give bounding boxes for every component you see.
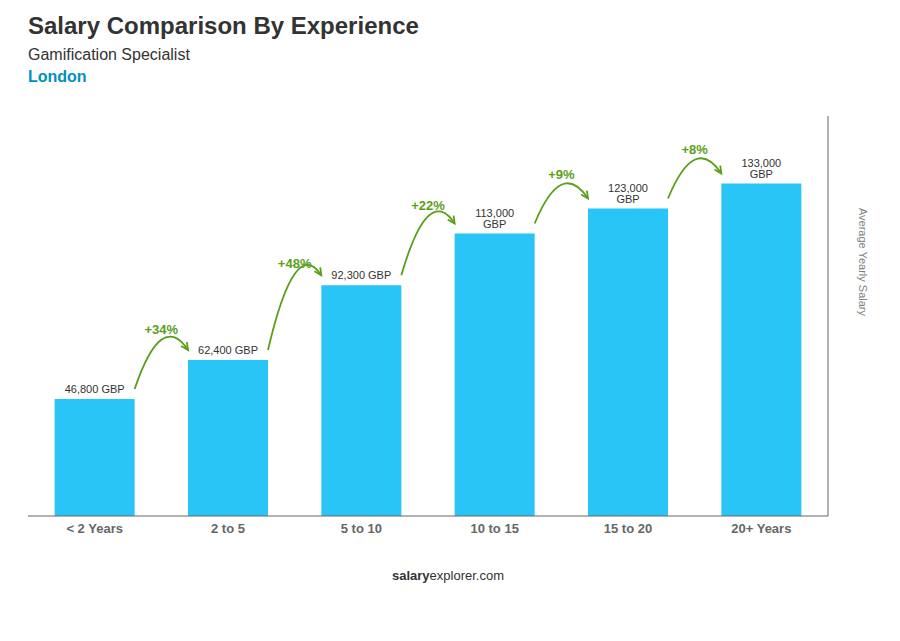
svg-text:+34%: +34% xyxy=(145,322,179,337)
svg-text:2 to 5: 2 to 5 xyxy=(211,521,245,536)
svg-text:+22%: +22% xyxy=(411,198,445,213)
svg-text:133,000GBP: 133,000GBP xyxy=(741,157,781,180)
svg-text:< 2 Years: < 2 Years xyxy=(66,521,123,536)
svg-text:92,300 GBP: 92,300 GBP xyxy=(331,269,391,281)
svg-text:123,000GBP: 123,000GBP xyxy=(608,182,648,205)
svg-text:15 to 20: 15 to 20 xyxy=(604,521,652,536)
svg-text:5 to 10: 5 to 10 xyxy=(341,521,382,536)
html-text:London: London xyxy=(28,68,87,85)
svg-text:62,400 GBP: 62,400 GBP xyxy=(198,344,258,356)
svg-text:+8%: +8% xyxy=(681,142,708,157)
html-text:Salary Comparison By Experienc: Salary Comparison By Experience xyxy=(28,12,419,39)
svg-text:+48%: +48% xyxy=(278,256,312,271)
svg-text:46,800 GBP: 46,800 GBP xyxy=(65,383,125,395)
svg-text:113,000GBP: 113,000GBP xyxy=(475,207,514,230)
html-text:Gamification Specialist: Gamification Specialist xyxy=(28,46,190,63)
svg-text:+9%: +9% xyxy=(548,167,575,182)
html-text:salary explorer.com: salary explorer.com xyxy=(392,568,504,583)
svg-text:Average Yearly Salary: Average Yearly Salary xyxy=(857,208,869,317)
svg-text:20+ Years: 20+ Years xyxy=(731,521,791,536)
svg-text:10 to 15: 10 to 15 xyxy=(470,521,518,536)
